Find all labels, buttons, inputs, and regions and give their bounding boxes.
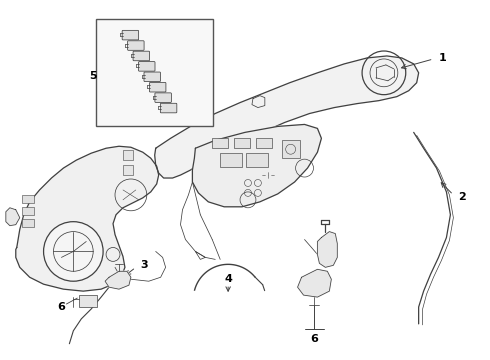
Bar: [246, 153, 268, 167]
FancyBboxPatch shape: [133, 51, 149, 61]
Bar: [220, 153, 242, 167]
Text: 2: 2: [458, 192, 466, 202]
Bar: [123, 150, 133, 160]
Text: 1: 1: [439, 53, 446, 63]
FancyBboxPatch shape: [160, 103, 177, 113]
Bar: [96, 19, 213, 126]
Text: 6: 6: [57, 302, 65, 312]
FancyBboxPatch shape: [127, 41, 144, 50]
Polygon shape: [318, 231, 337, 267]
Polygon shape: [16, 146, 159, 291]
Text: 5: 5: [89, 71, 97, 81]
Polygon shape: [105, 271, 131, 289]
Bar: [22, 195, 34, 203]
Bar: [79, 295, 97, 307]
Polygon shape: [193, 125, 321, 207]
Polygon shape: [155, 56, 418, 178]
Bar: [22, 207, 34, 215]
FancyBboxPatch shape: [155, 93, 172, 102]
Text: 6: 6: [311, 334, 319, 344]
Bar: [123, 165, 133, 175]
Bar: [282, 140, 299, 158]
Polygon shape: [297, 269, 331, 297]
Polygon shape: [6, 208, 20, 226]
Bar: [212, 138, 228, 148]
Bar: [256, 138, 272, 148]
Text: 3: 3: [141, 260, 148, 270]
Circle shape: [44, 222, 103, 281]
FancyBboxPatch shape: [122, 30, 139, 40]
Bar: [22, 219, 34, 227]
FancyBboxPatch shape: [139, 62, 155, 71]
FancyBboxPatch shape: [149, 82, 166, 92]
Bar: [234, 138, 250, 148]
FancyBboxPatch shape: [144, 72, 160, 82]
Text: 4: 4: [224, 274, 232, 284]
